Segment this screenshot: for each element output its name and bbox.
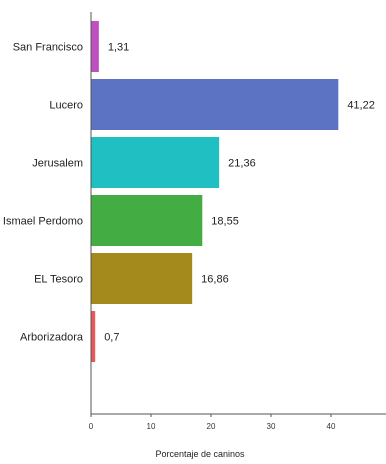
category-label: Ismael Perdomo: [3, 216, 83, 228]
x-tick-label: 20: [207, 422, 216, 431]
value-label: 21,36: [228, 158, 256, 170]
axes-layer: 0 10 20 30 40: [89, 12, 386, 431]
value-label: 1,31: [108, 42, 129, 54]
category-label: Lucero: [49, 100, 83, 112]
x-tick-label: 40: [327, 422, 336, 431]
category-label: Arborizadora: [20, 332, 84, 344]
bar-san-francisco: [91, 21, 99, 72]
category-label: San Francisco: [13, 42, 83, 54]
bar-ismael-perdomo: [91, 195, 203, 246]
bars-layer: [91, 21, 339, 362]
category-label: EL Tesoro: [34, 274, 83, 286]
bar-jerusalem: [91, 137, 220, 188]
value-label: 0,7: [104, 332, 119, 344]
category-label: Jerusalem: [32, 158, 83, 170]
x-axis-title: Porcentaje de caninos: [155, 449, 245, 459]
bar-arborizadora: [91, 311, 96, 362]
x-tick-label: 10: [147, 422, 156, 431]
value-label: 41,22: [347, 100, 375, 112]
bar-lucero: [91, 79, 339, 130]
x-tick-label: 0: [89, 422, 94, 431]
value-label: 18,55: [211, 216, 239, 228]
value-label: 16,86: [201, 274, 229, 286]
x-tick-label: 30: [267, 422, 276, 431]
labels-layer: San Francisco 1,31 Lucero 41,22 Jerusalem 21,…: [3, 42, 375, 344]
bar-el-tesoro: [91, 253, 193, 304]
